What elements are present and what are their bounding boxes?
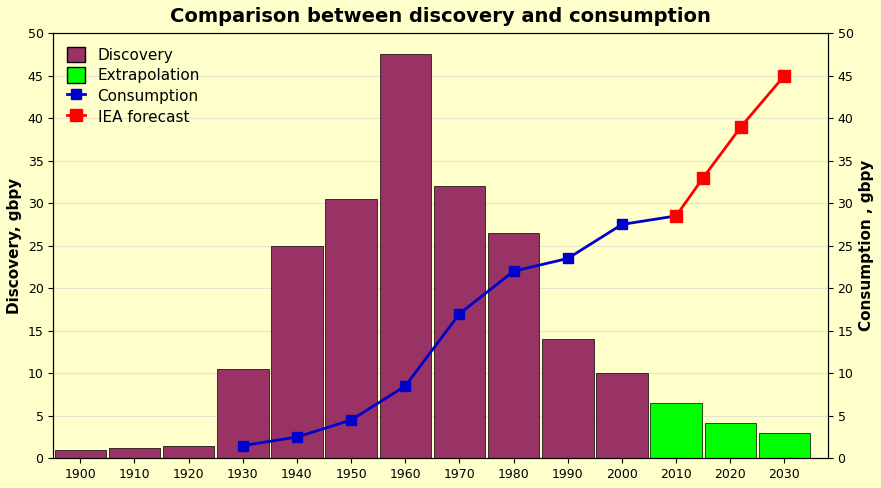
Bar [650, 403, 702, 458]
Bar [433, 186, 485, 458]
Y-axis label: Consumption , gbpy: Consumption , gbpy [859, 160, 874, 331]
Bar [542, 339, 594, 458]
Y-axis label: Discovery, gbpy: Discovery, gbpy [7, 178, 22, 314]
Bar [55, 450, 106, 458]
Bar [163, 446, 214, 458]
Bar [705, 423, 756, 458]
Title: Comparison between discovery and consumption: Comparison between discovery and consump… [170, 7, 711, 26]
Bar [596, 373, 648, 458]
Bar [325, 199, 377, 458]
Legend: Discovery, Extrapolation, Consumption, IEA forecast: Discovery, Extrapolation, Consumption, I… [61, 41, 206, 131]
Bar [488, 233, 539, 458]
Bar [108, 448, 160, 458]
Bar [380, 54, 431, 458]
Bar [217, 369, 269, 458]
Bar [759, 433, 811, 458]
Bar [271, 245, 322, 458]
